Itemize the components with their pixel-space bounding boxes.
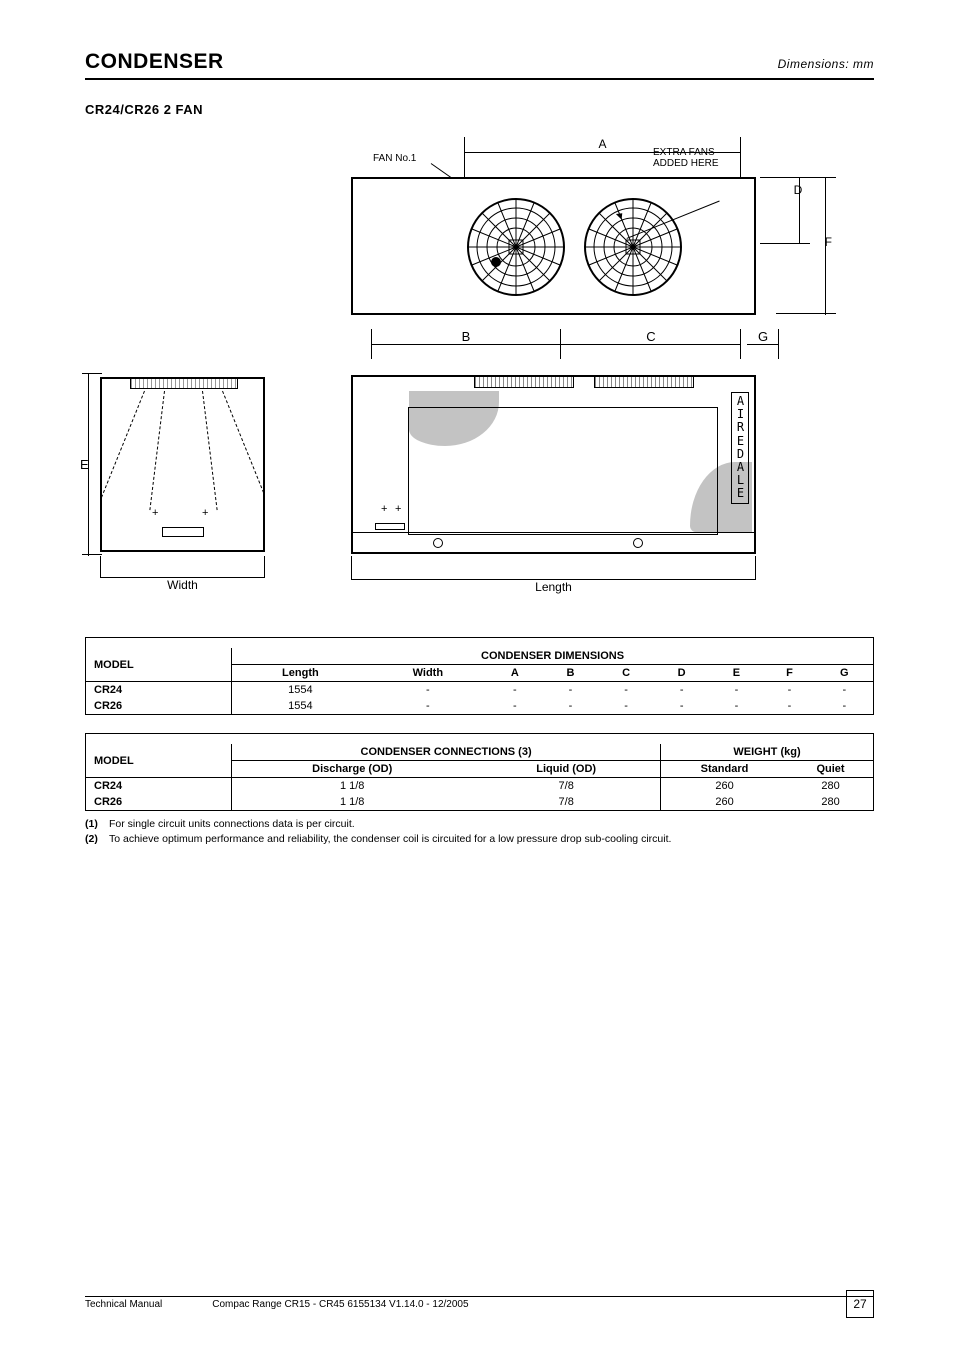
conn-cell: 7/8: [472, 794, 660, 810]
weight-cell: 280: [788, 778, 873, 795]
model-cell: CR26: [86, 794, 232, 810]
col-model2: MODEL: [86, 744, 232, 778]
footer-mid: Compac Range CR15 - CR45 6155134 V1.14.0…: [212, 1299, 468, 1310]
dim-cell: -: [763, 698, 815, 714]
dim-col: Length: [232, 665, 369, 682]
dim-cell: -: [487, 682, 543, 699]
col-dims-header: CONDENSER DIMENSIONS: [232, 648, 873, 665]
footnotes: (1)For single circuit units connections …: [85, 817, 874, 846]
connections-table: MODEL CONDENSER CONNECTIONS (3) WEIGHT (…: [85, 733, 874, 811]
model-cell: CR24: [86, 778, 232, 795]
conn-cell: 7/8: [472, 778, 660, 795]
dim-col: D: [654, 665, 710, 682]
fan-1-icon: [466, 197, 566, 297]
weight-cell: 280: [788, 794, 873, 810]
dimensions-table: MODEL CONDENSER DIMENSIONS LengthWidthAB…: [85, 637, 874, 715]
weight-cell: 260: [661, 794, 788, 810]
model-cell: CR24: [86, 682, 232, 699]
dim-cell: -: [598, 698, 654, 714]
front-view: ++ AIREDALE Length: [351, 375, 756, 554]
extra-fan-label: EXTRA FANS ADDED HERE: [653, 147, 773, 169]
col-weight-header: WEIGHT (kg): [661, 744, 873, 761]
dim-C: C: [646, 329, 655, 344]
dim-D: D: [790, 183, 806, 197]
dim-cell: -: [709, 698, 763, 714]
brand-label: AIREDALE: [731, 392, 749, 504]
end-view: E ++ Width: [100, 377, 265, 552]
dim-cell: -: [816, 682, 873, 699]
dim-cell: 1554: [232, 698, 369, 714]
col-model: MODEL: [86, 648, 232, 682]
conn-cell: 1 1/8: [232, 778, 473, 795]
dimension-drawings: A FAN No.1 EXTRA FANS ADDED HERE: [85, 127, 874, 607]
plan-view: A FAN No.1 EXTRA FANS ADDED HERE: [351, 177, 756, 315]
dim-cell: -: [487, 698, 543, 714]
fan-1-label: FAN No.1: [373, 153, 463, 164]
conn-cell: 1 1/8: [232, 794, 473, 810]
dim-cell: 1554: [232, 682, 369, 699]
page-footer: Technical Manual Compac Range CR15 - CR4…: [85, 1296, 874, 1310]
units-label: Dimensions: mm: [778, 57, 874, 71]
dim-cell: -: [654, 698, 710, 714]
dim-cell: -: [369, 682, 487, 699]
dim-col: B: [543, 665, 599, 682]
dim-cell: -: [709, 682, 763, 699]
model-cell: CR26: [86, 698, 232, 714]
dim-cell: -: [369, 698, 487, 714]
dim-A: A: [598, 137, 606, 151]
dim-cell: -: [816, 698, 873, 714]
weight-cell: 260: [661, 778, 788, 795]
dim-cell: -: [543, 682, 599, 699]
weight-col: Standard: [661, 761, 788, 778]
dim-B: B: [462, 329, 471, 344]
weight-col: Quiet: [788, 761, 873, 778]
dim-cell: -: [654, 682, 710, 699]
dim-col: A: [487, 665, 543, 682]
dim-length: Length: [535, 580, 572, 594]
fan-2-icon: [583, 197, 683, 297]
dim-col: C: [598, 665, 654, 682]
conn-col: Liquid (OD): [472, 761, 660, 778]
section-title: CR24/CR26 2 FAN: [85, 102, 874, 117]
dim-col: E: [709, 665, 763, 682]
conn-col: Discharge (OD): [232, 761, 473, 778]
col-conn-header: CONDENSER CONNECTIONS (3): [232, 744, 661, 761]
dim-E: E: [80, 457, 89, 472]
dim-G: G: [758, 329, 768, 344]
page-title: CONDENSER: [85, 50, 224, 74]
dim-col: F: [763, 665, 815, 682]
dim-col: G: [816, 665, 873, 682]
page-number: 27: [846, 1290, 874, 1318]
dim-cell: -: [763, 682, 815, 699]
dim-col: Width: [369, 665, 487, 682]
dim-width: Width: [167, 578, 198, 592]
dim-cell: -: [543, 698, 599, 714]
footer-left: Technical Manual: [85, 1299, 162, 1310]
dim-cell: -: [598, 682, 654, 699]
